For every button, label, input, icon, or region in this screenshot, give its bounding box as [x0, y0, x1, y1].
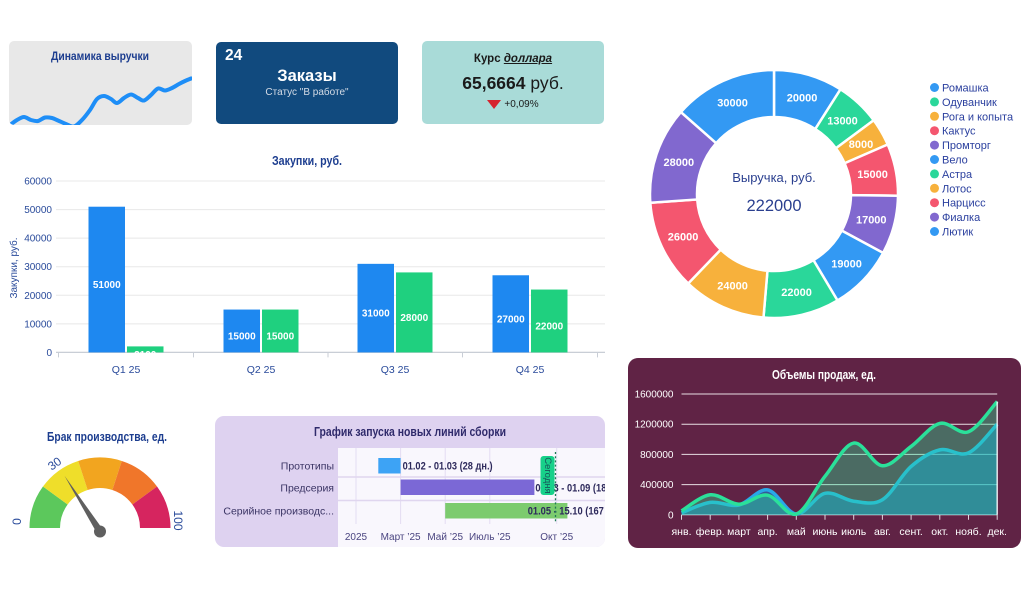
svg-text:Q2 25: Q2 25	[247, 364, 276, 376]
svg-text:30000: 30000	[717, 97, 748, 109]
svg-text:22000: 22000	[781, 287, 812, 299]
svg-text:Сегодня: Сегодня	[542, 457, 553, 493]
svg-text:0: 0	[46, 348, 52, 359]
svg-text:27000: 27000	[497, 314, 525, 325]
svg-text:30000: 30000	[24, 262, 52, 273]
svg-text:22000: 22000	[535, 321, 563, 332]
svg-text:20000: 20000	[787, 93, 818, 105]
svg-text:Динамика выручки: Динамика выручки	[51, 49, 149, 63]
svg-text:100: 100	[171, 510, 185, 530]
svg-text:15000: 15000	[857, 169, 888, 181]
svg-text:50000: 50000	[24, 205, 52, 216]
svg-text:май: май	[787, 526, 806, 538]
svg-text:28000: 28000	[400, 313, 428, 324]
svg-text:Окт ’25: Окт ’25	[540, 532, 573, 543]
svg-text:Вело: Вело	[942, 155, 968, 167]
svg-text:1200000: 1200000	[635, 420, 674, 431]
svg-text:8000: 8000	[849, 139, 873, 151]
svg-text:Выручка, руб.: Выручка, руб.	[732, 170, 816, 185]
svg-text:Прототипы: Прототипы	[281, 461, 334, 473]
svg-text:Промторг: Промторг	[942, 140, 991, 152]
svg-text:Q3 25: Q3 25	[381, 364, 410, 376]
svg-text:График запуска новых линий сбо: График запуска новых линий сборки	[314, 425, 506, 439]
svg-text:Закупки, руб.: Закупки, руб.	[8, 237, 20, 298]
svg-text:26000: 26000	[668, 232, 699, 244]
svg-text:1600000: 1600000	[635, 390, 674, 401]
svg-text:окт.: окт.	[931, 526, 948, 538]
svg-text:март: март	[727, 526, 751, 538]
svg-text:01.02 - 01.03 (28 дн.): 01.02 - 01.03 (28 дн.)	[403, 461, 493, 473]
svg-text:13000: 13000	[827, 115, 858, 127]
svg-text:Астра: Астра	[942, 169, 973, 181]
svg-text:Кактус: Кактус	[942, 126, 976, 138]
svg-text:Закупки, руб.: Закупки, руб.	[272, 154, 342, 168]
svg-text:Лотос: Лотос	[942, 183, 972, 195]
svg-text:нояб.: нояб.	[955, 526, 981, 538]
svg-text:июнь: июнь	[812, 526, 838, 538]
svg-text:июль: июль	[841, 526, 867, 538]
svg-text:сент.: сент.	[899, 526, 922, 538]
svg-text:февр.: февр.	[696, 526, 725, 538]
svg-text:15000: 15000	[266, 331, 294, 342]
svg-text:51000: 51000	[93, 280, 121, 291]
svg-text:15000: 15000	[228, 331, 256, 342]
svg-text:31000: 31000	[362, 309, 390, 320]
svg-text:400000: 400000	[640, 480, 674, 491]
svg-text:янв.: янв.	[672, 526, 692, 538]
svg-text:2025: 2025	[345, 532, 368, 543]
svg-text:40000: 40000	[24, 234, 52, 245]
svg-text:авг.: авг.	[874, 526, 891, 538]
svg-text:Июль ’25: Июль ’25	[469, 532, 511, 543]
svg-text:Рога и копыта: Рога и копыта	[942, 111, 1014, 123]
svg-text:60000: 60000	[24, 177, 52, 188]
svg-text:222000: 222000	[746, 197, 801, 215]
svg-text:Серийное производс...: Серийное производс...	[223, 506, 334, 518]
svg-text:апр.: апр.	[757, 526, 777, 538]
svg-text:Март ’25: Март ’25	[381, 532, 421, 543]
svg-text:01.05 - 15.10 (167 дн.): 01.05 - 15.10 (167 дн.)	[528, 506, 605, 518]
svg-text:Нарцисс: Нарцисс	[942, 198, 986, 210]
svg-text:17000: 17000	[856, 214, 887, 226]
svg-text:Брак производства, ед.: Брак производства, ед.	[47, 430, 167, 444]
svg-text:Ромашка: Ромашка	[942, 83, 990, 95]
svg-text:10000: 10000	[24, 319, 52, 330]
svg-text:Фиалка: Фиалка	[942, 212, 981, 224]
svg-text:Лютик: Лютик	[942, 227, 973, 239]
svg-text:Май ’25: Май ’25	[427, 532, 463, 543]
svg-text:800000: 800000	[640, 450, 674, 461]
svg-text:19000: 19000	[831, 259, 862, 271]
svg-text:Предсерия: Предсерия	[280, 483, 334, 495]
svg-text:0: 0	[668, 510, 674, 521]
svg-text:0: 0	[10, 518, 24, 525]
svg-text:Объемы продаж, ед.: Объемы продаж, ед.	[772, 367, 876, 382]
svg-text:20000: 20000	[24, 291, 52, 302]
svg-text:Q4 25: Q4 25	[516, 364, 545, 376]
svg-text:2100: 2100	[134, 350, 157, 361]
svg-text:Одуванчик: Одуванчик	[942, 97, 997, 109]
svg-text:28000: 28000	[663, 157, 694, 169]
svg-text:дек.: дек.	[987, 526, 1006, 538]
svg-text:Q1 25: Q1 25	[112, 364, 141, 376]
svg-text:24000: 24000	[717, 281, 748, 293]
